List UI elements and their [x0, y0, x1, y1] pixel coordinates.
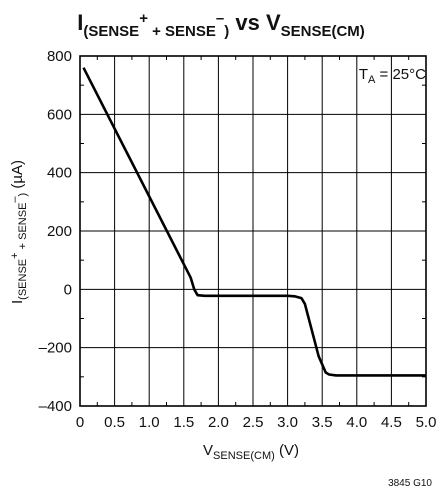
y-tick-label: 0: [64, 281, 72, 298]
y-tick-label: 600: [47, 106, 72, 123]
temperature-annotation: TA = 25°C: [359, 66, 426, 86]
x-tick-label: 1.5: [173, 414, 194, 431]
x-tick-labels: 0 0.5 1.0 1.5 2.0 2.5 3.0 3.5 4.0 4.5 5.0: [76, 414, 437, 431]
y-tick-label: –200: [39, 340, 72, 357]
x-tick-label: 4.0: [346, 414, 367, 431]
x-tick-label: 5.0: [416, 414, 437, 431]
figure-id: 3845 G10: [388, 478, 432, 489]
x-tick-label: 3.0: [277, 414, 298, 431]
y-tick-labels: 800 600 400 200 0 –200 –400: [39, 48, 72, 415]
x-tick-label: 1.0: [139, 414, 160, 431]
x-axis-label: VSENSE(CM) (V): [203, 442, 299, 462]
x-tick-label: 4.5: [381, 414, 402, 431]
y-axis-label: I(SENSE+ + SENSE–) (µA): [9, 160, 29, 304]
series-line: [82, 67, 426, 377]
y-tick-label: 800: [47, 48, 72, 65]
y-tick-label: 400: [47, 165, 72, 182]
x-tick-label: 3.5: [312, 414, 333, 431]
x-tick-label: 0: [76, 414, 84, 431]
minor-ticks: [80, 56, 426, 406]
y-tick-label: 200: [47, 223, 72, 240]
plot-frame: [79, 55, 427, 407]
chart-title: I(SENSE+ + SENSE–) vs VSENSE(CM): [77, 10, 365, 40]
y-tick-label: –400: [39, 398, 72, 415]
x-tick-label: 2.0: [208, 414, 229, 431]
x-tick-label: 0.5: [104, 414, 125, 431]
x-tick-label: 2.5: [243, 414, 264, 431]
grid: [79, 55, 427, 407]
